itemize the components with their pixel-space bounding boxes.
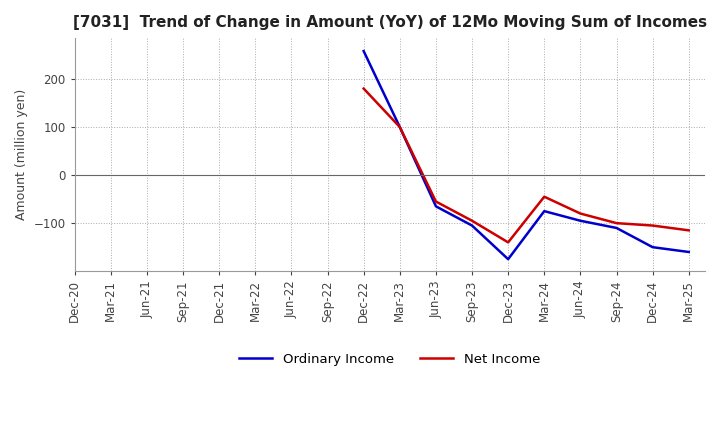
Net Income bbox=[576, 211, 585, 216]
Legend: Ordinary Income, Net Income: Ordinary Income, Net Income bbox=[234, 348, 546, 371]
Net Income bbox=[359, 86, 368, 91]
Title: [7031]  Trend of Change in Amount (YoY) of 12Mo Moving Sum of Incomes: [7031] Trend of Change in Amount (YoY) o… bbox=[73, 15, 707, 30]
Line: Net Income: Net Income bbox=[364, 88, 689, 242]
Ordinary Income bbox=[395, 125, 404, 130]
Net Income bbox=[648, 223, 657, 228]
Net Income bbox=[540, 194, 549, 199]
Line: Ordinary Income: Ordinary Income bbox=[364, 51, 689, 259]
Ordinary Income bbox=[612, 225, 621, 231]
Ordinary Income bbox=[685, 249, 693, 255]
Ordinary Income bbox=[576, 218, 585, 224]
Net Income bbox=[504, 240, 513, 245]
Net Income bbox=[612, 220, 621, 226]
Net Income bbox=[685, 228, 693, 233]
Ordinary Income bbox=[504, 257, 513, 262]
Net Income bbox=[395, 125, 404, 130]
Ordinary Income bbox=[468, 223, 477, 228]
Ordinary Income bbox=[431, 204, 440, 209]
Ordinary Income bbox=[540, 209, 549, 214]
Net Income bbox=[431, 199, 440, 204]
Ordinary Income bbox=[359, 48, 368, 54]
Ordinary Income bbox=[648, 245, 657, 250]
Y-axis label: Amount (million yen): Amount (million yen) bbox=[15, 89, 28, 220]
Net Income bbox=[468, 218, 477, 224]
